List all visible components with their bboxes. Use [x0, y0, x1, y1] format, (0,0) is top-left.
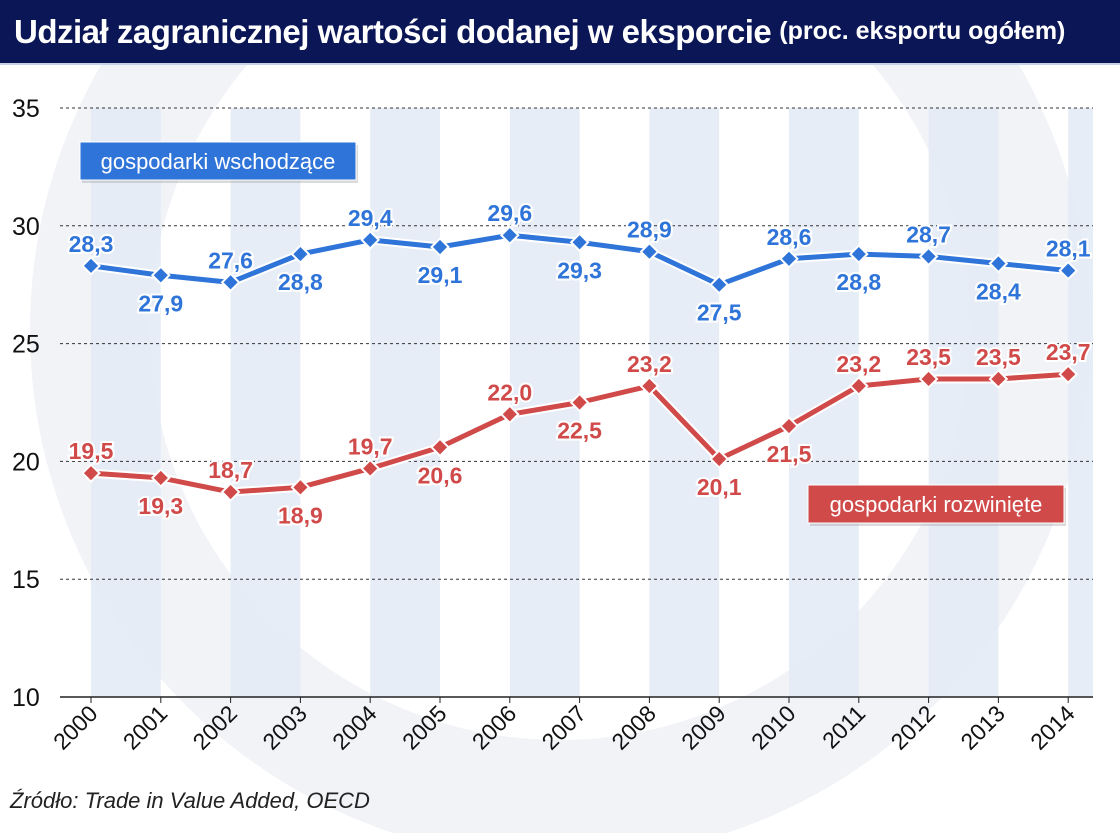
data-label: 19,3 — [138, 493, 183, 519]
data-point — [709, 274, 730, 295]
data-point — [639, 376, 660, 396]
data-point — [220, 482, 241, 502]
data-label: 28,8 — [278, 269, 323, 295]
data-point — [848, 244, 869, 264]
data-point — [918, 369, 939, 389]
data-label: 28,1 — [1046, 236, 1091, 262]
data-label: 29,4 — [348, 205, 393, 231]
data-point — [848, 376, 869, 396]
data-point — [779, 248, 799, 269]
background-stripe — [370, 108, 440, 697]
legend-label: gospodarki wschodzące — [101, 149, 336, 174]
data-label: 18,7 — [208, 457, 253, 483]
data-label: 23,5 — [906, 344, 951, 370]
background-stripe — [91, 108, 161, 697]
data-label: 27,9 — [138, 290, 183, 316]
data-label: 28,3 — [69, 231, 114, 257]
data-label: 19,5 — [69, 438, 114, 464]
x-tick-label: 2000 — [48, 700, 103, 755]
data-point — [81, 255, 101, 276]
data-point — [360, 458, 381, 479]
chart-title: Udział zagranicznej wartości dodanej w e… — [14, 12, 772, 50]
watermark-logo — [30, 0, 1090, 833]
y-tick-label: 25 — [12, 331, 40, 359]
header: Udział zagranicznej wartości dodanej w e… — [0, 0, 1120, 65]
data-label: 27,6 — [208, 247, 253, 273]
data-point — [1058, 364, 1079, 385]
data-point — [1058, 260, 1079, 281]
data-point — [918, 246, 939, 267]
legend-label: gospodarki rozwinięte — [830, 492, 1043, 517]
y-tick-label: 15 — [12, 566, 40, 594]
data-point — [569, 392, 590, 413]
data-label: 18,9 — [278, 502, 323, 528]
data-label: 27,5 — [697, 300, 742, 326]
data-point — [360, 230, 381, 250]
chart-subtitle: (proc. eksportu ogółem) — [779, 17, 1066, 45]
data-point — [430, 437, 450, 458]
y-tick-label: 35 — [12, 95, 40, 123]
data-point — [499, 225, 520, 246]
x-tick-label: 2013 — [955, 700, 1010, 755]
data-point — [290, 244, 311, 264]
data-label: 28,8 — [836, 269, 881, 295]
data-label: 23,2 — [836, 351, 881, 377]
background-stripe — [230, 108, 301, 697]
data-point — [81, 463, 101, 484]
data-label: 28,4 — [976, 278, 1021, 304]
data-point — [290, 477, 311, 498]
data-point — [220, 272, 241, 293]
data-label: 28,6 — [767, 224, 812, 250]
y-tick-label: 10 — [12, 684, 40, 712]
data-point — [779, 416, 799, 436]
data-label: 20,1 — [697, 474, 742, 500]
data-label: 19,7 — [348, 433, 393, 459]
data-label: 23,2 — [627, 351, 672, 377]
data-point — [569, 232, 590, 253]
source-note: Źródło: Trade in Value Added, OECD — [10, 788, 370, 813]
data-label: 21,5 — [767, 441, 812, 467]
data-label: 23,7 — [1046, 339, 1091, 365]
data-point — [639, 241, 660, 262]
data-point — [430, 237, 450, 257]
background-stripe — [928, 108, 999, 697]
data-point — [709, 449, 730, 469]
y-tick-label: 30 — [12, 213, 40, 241]
data-label: 29,6 — [487, 200, 532, 226]
data-label: 23,5 — [976, 344, 1021, 370]
data-label: 29,1 — [418, 262, 463, 288]
data-label: 28,9 — [627, 217, 672, 243]
data-point — [988, 369, 1009, 389]
x-tick-label: 2014 — [1025, 700, 1080, 755]
legend-box — [807, 484, 1065, 524]
data-label: 22,5 — [557, 418, 602, 444]
data-point — [988, 253, 1009, 274]
x-tick-label: 2001 — [118, 700, 173, 755]
background-stripe — [1068, 108, 1093, 697]
data-label: 29,3 — [557, 257, 602, 283]
data-point — [150, 467, 171, 488]
legend-box — [79, 141, 357, 181]
y-tick-label: 20 — [12, 448, 40, 476]
data-point — [499, 404, 520, 425]
data-label: 28,7 — [906, 221, 951, 247]
data-label: 20,6 — [418, 462, 463, 488]
data-label: 22,0 — [487, 379, 532, 405]
data-point — [150, 265, 171, 286]
